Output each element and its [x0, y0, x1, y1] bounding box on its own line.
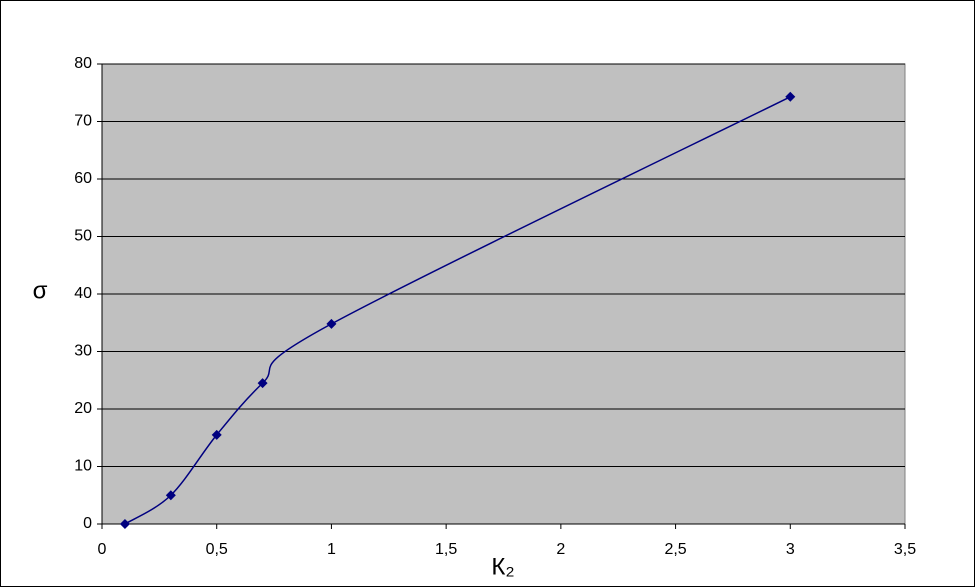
- data-point: [326, 318, 337, 329]
- y-tick-label: 60: [74, 170, 92, 187]
- y-tick-label: 20: [74, 400, 92, 417]
- x-tick-label: 1,5: [435, 541, 457, 558]
- y-tick-label: 70: [74, 113, 92, 130]
- data-point: [211, 429, 222, 440]
- data-point: [165, 490, 176, 501]
- data-point: [119, 519, 130, 529]
- data-point: [785, 91, 796, 102]
- data-point: [257, 378, 268, 389]
- y-tick-label: 0: [83, 515, 92, 532]
- y-tick-label: 10: [74, 458, 92, 475]
- y-tick-label: 30: [74, 343, 92, 360]
- x-tick-label: 0: [98, 541, 107, 558]
- x-tick-label: 0,5: [206, 541, 228, 558]
- x-tick-label: 3,5: [894, 541, 916, 558]
- x-tick-label: 2,5: [664, 541, 686, 558]
- y-tick-label: 40: [74, 285, 92, 302]
- x-tick-label: 2: [556, 541, 565, 558]
- data-line: [124, 96, 791, 525]
- y-axis-title: σ: [33, 277, 48, 304]
- x-tick-label: 3: [786, 541, 795, 558]
- x-tick-label: 1: [327, 541, 336, 558]
- x-axis-title: К₂: [491, 553, 514, 580]
- y-tick-label: 50: [74, 228, 92, 245]
- y-tick-label: 80: [74, 55, 92, 72]
